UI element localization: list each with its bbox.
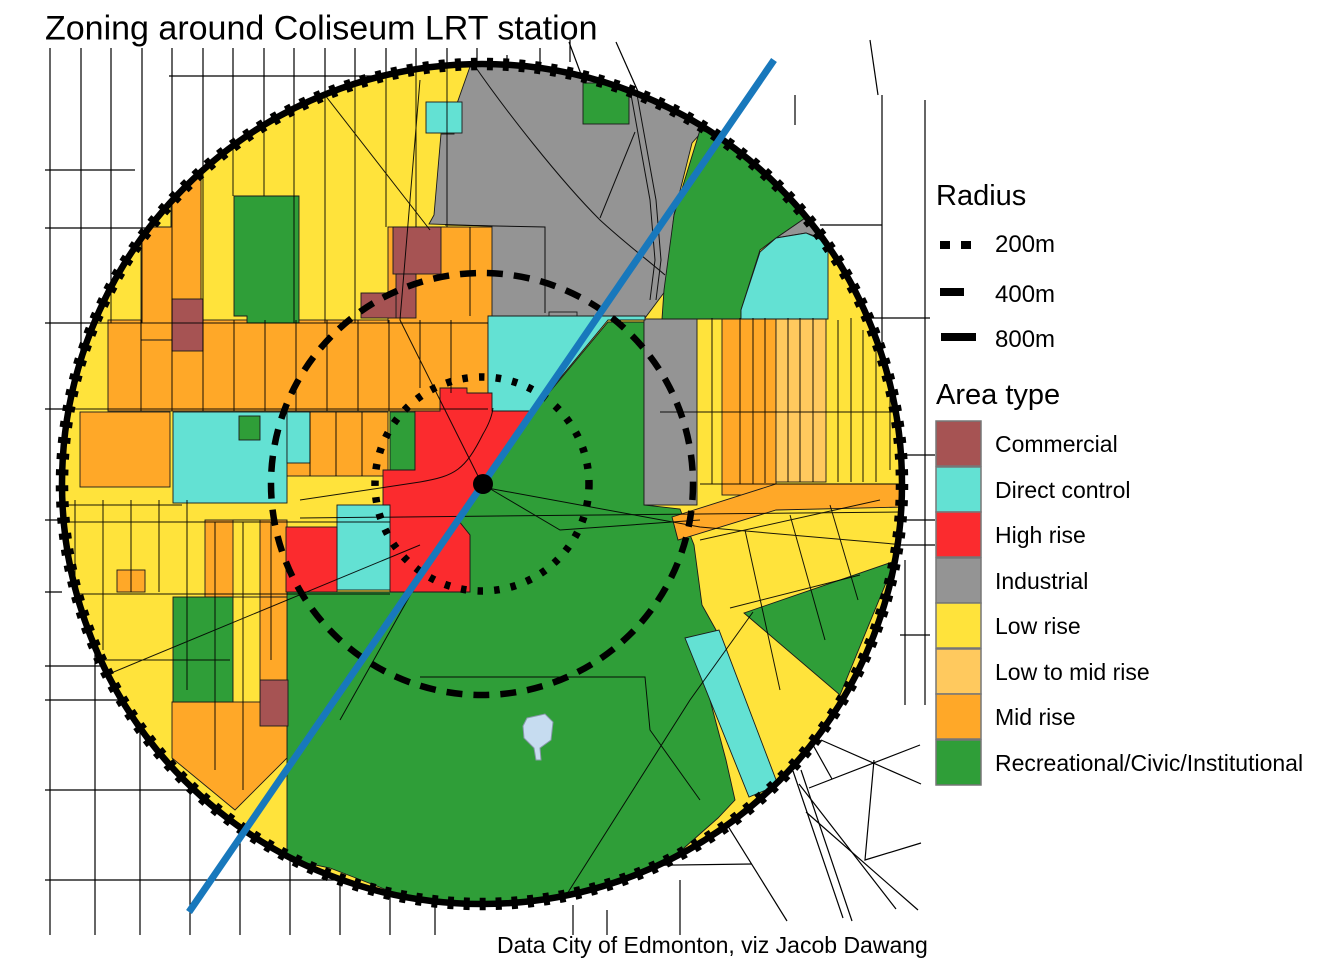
svg-text:High rise: High rise xyxy=(995,522,1086,548)
svg-text:200m: 200m xyxy=(995,231,1055,258)
svg-text:Recreational/Civic/Institution: Recreational/Civic/Institutional xyxy=(995,750,1303,776)
svg-text:Low to mid rise: Low to mid rise xyxy=(995,659,1150,685)
svg-text:Direct control: Direct control xyxy=(995,477,1130,503)
svg-text:Radius: Radius xyxy=(936,180,1026,212)
svg-text:Data City of Edmonton, viz Jac: Data City of Edmonton, viz Jacob Dawang xyxy=(497,932,928,958)
svg-text:Industrial: Industrial xyxy=(995,568,1088,594)
svg-text:800m: 800m xyxy=(995,326,1055,353)
svg-text:Zoning around Coliseum LRT sta: Zoning around Coliseum LRT station xyxy=(45,10,598,48)
svg-text:400m: 400m xyxy=(995,281,1055,308)
svg-text:Low rise: Low rise xyxy=(995,613,1081,639)
svg-text:Commercial: Commercial xyxy=(995,431,1118,457)
svg-text:Area type: Area type xyxy=(936,379,1060,411)
svg-text:Mid rise: Mid rise xyxy=(995,704,1076,730)
